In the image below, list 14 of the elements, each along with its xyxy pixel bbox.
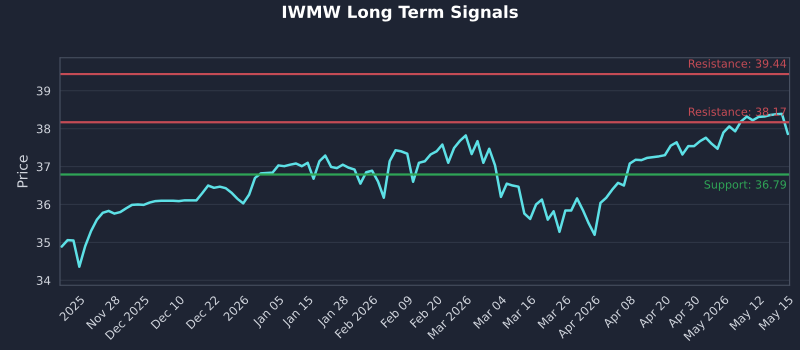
ref-line-label: Support: 36.79 xyxy=(704,180,786,191)
chart-title: IWMW Long Term Signals xyxy=(282,5,518,22)
ref-line-label: Resistance: 39.44 xyxy=(688,59,786,68)
x-tick-label: Dec 22 xyxy=(186,295,220,330)
y-axis-title: Price xyxy=(16,155,28,188)
x-tick-label: Apr 08 xyxy=(602,294,638,330)
y-tick-label: 34 xyxy=(36,276,50,285)
y-tick-label: 35 xyxy=(36,238,50,248)
y-tick-label: 36 xyxy=(36,200,50,210)
x-tick-label: Dec 10 xyxy=(150,294,185,330)
y-tick-label: 38 xyxy=(36,124,50,134)
ref-line-label: Resistance: 38.17 xyxy=(688,107,786,116)
y-tick-label: 37 xyxy=(36,162,50,172)
y-tick-label: 39 xyxy=(36,86,50,96)
